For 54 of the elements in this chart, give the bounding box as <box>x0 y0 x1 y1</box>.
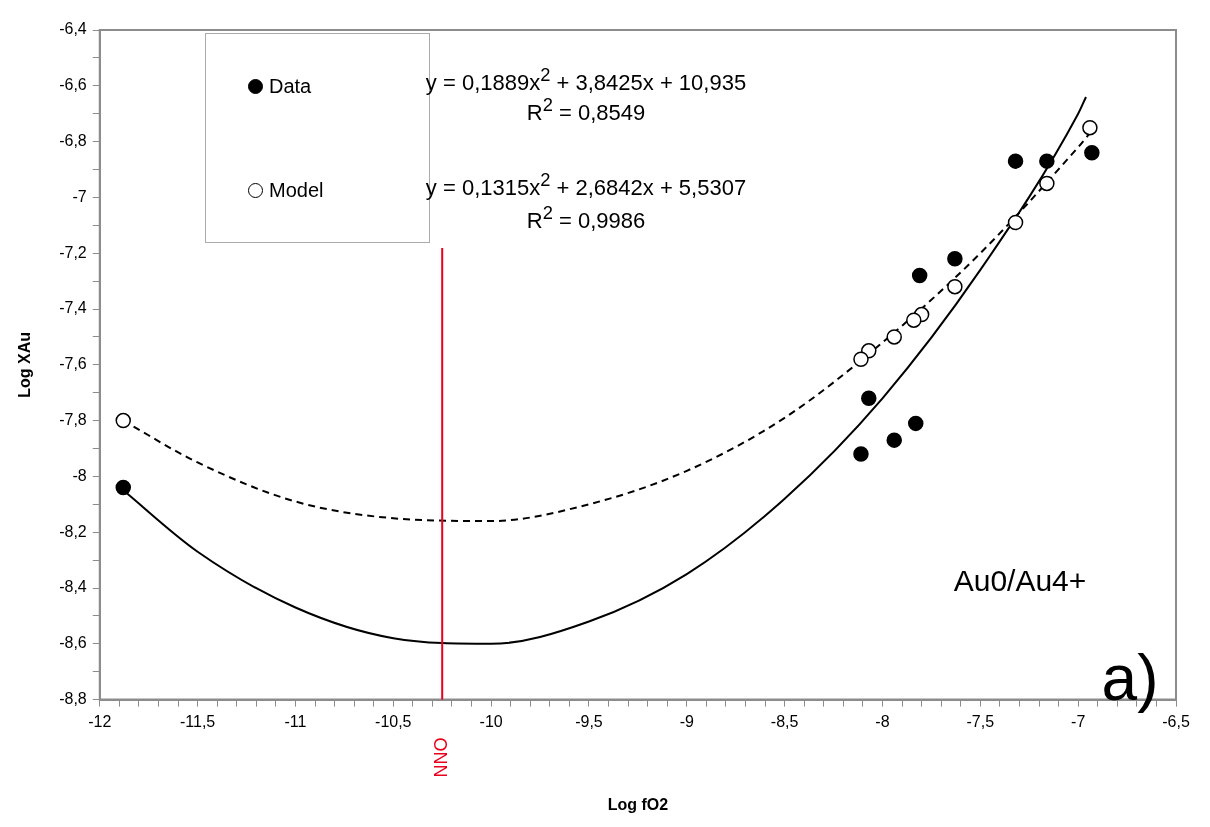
x-tick-label: -7 <box>1071 712 1086 730</box>
y-tick-label: -7,2 <box>59 243 87 261</box>
x-tick-label: -9 <box>679 712 695 730</box>
point <box>115 479 131 496</box>
point <box>1082 119 1098 136</box>
y-tick-label: -7,8 <box>59 411 87 429</box>
point <box>1039 153 1055 169</box>
point <box>886 329 902 345</box>
point <box>1007 153 1024 169</box>
x-tick-label: -6,5 <box>1162 712 1190 730</box>
point <box>1084 145 1100 161</box>
annotation: R$^{2}$ = 0,8549 <box>526 94 646 125</box>
point <box>906 312 922 328</box>
point <box>115 412 131 429</box>
x-tick-label: -10,5 <box>375 712 412 730</box>
y-tick-label: -7 <box>72 187 87 205</box>
y-axis-title: Log XAu <box>16 331 34 398</box>
annotation: Au0/Au4+ <box>953 563 1087 597</box>
annotation: y = 0,1889x$^{2}$ + 3,8425x + 10,935 <box>425 64 747 95</box>
point <box>853 351 869 367</box>
y-tick-label: -8 <box>72 466 87 484</box>
point <box>947 278 963 295</box>
y-tick-label: -8,4 <box>59 578 87 596</box>
ref-line-label: NNO <box>431 737 452 778</box>
y-tick-label: -8,8 <box>59 690 87 708</box>
point <box>861 390 877 407</box>
annotation: y = 0,1315x$^{2}$ + 2,6842x + 5,5307 <box>425 169 747 200</box>
legend-label: Data <box>269 74 312 98</box>
x-tick-label: -12 <box>88 712 112 730</box>
y-tick-label: -6,6 <box>59 76 87 94</box>
point <box>1039 175 1055 192</box>
y-tick-label: -6,8 <box>59 132 87 150</box>
y-tick-label: -8,2 <box>59 522 87 540</box>
point <box>947 251 963 267</box>
y-tick-label: -6,4 <box>59 20 87 38</box>
annotation: R$^{2}$ = 0,9986 <box>526 202 646 233</box>
point <box>1007 214 1024 231</box>
point <box>853 446 869 462</box>
x-tick-label: -11 <box>284 712 307 730</box>
point <box>886 432 902 448</box>
x-tick-label: -9,5 <box>575 712 603 730</box>
y-tick-label: -7,6 <box>59 355 87 373</box>
x-tick-label: -7,5 <box>966 712 995 730</box>
point <box>911 267 928 284</box>
y-tick-label: -8,6 <box>59 634 87 652</box>
x-axis-title: Log fO2 <box>607 795 669 813</box>
annotation: a) <box>1101 641 1159 714</box>
x-tick-label: -10 <box>479 712 503 730</box>
x-tick-label: -8 <box>875 712 890 730</box>
x-tick-label: -11,5 <box>179 712 216 730</box>
point <box>908 415 924 432</box>
y-tick-label: -7,4 <box>59 299 87 317</box>
x-tick-label: -8,5 <box>770 712 799 730</box>
legend-label: Model <box>269 178 324 202</box>
